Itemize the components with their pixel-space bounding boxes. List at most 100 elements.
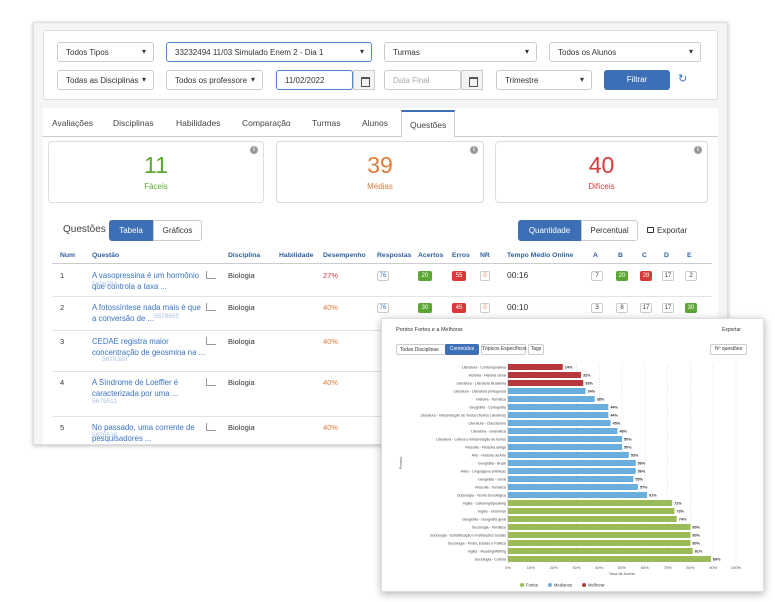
print-icon — [647, 227, 654, 233]
question-text[interactable]: CEDAE registra maior concentração de geo… — [92, 337, 206, 357]
summary-value: 40 — [588, 152, 615, 178]
column-header[interactable]: Num — [60, 252, 76, 259]
select[interactable]: Trimestre — [496, 70, 592, 90]
view-button[interactable]: Tabela — [109, 220, 153, 241]
legend-label: Fortes — [526, 583, 538, 588]
option-badge: 17 — [662, 271, 674, 281]
y-tick-label: Geografia - Geral — [478, 477, 506, 481]
calendar-button[interactable] — [461, 70, 483, 90]
chart-tab[interactable]: Tags — [528, 344, 544, 355]
chart-tab[interactable]: Tópicos Específicos — [481, 344, 526, 355]
tab[interactable]: Alunos — [362, 118, 388, 128]
option-badge: 30 — [685, 303, 697, 313]
export-button[interactable]: Exportar — [722, 327, 741, 333]
bar — [508, 508, 675, 514]
cell-num: 3 — [60, 337, 65, 346]
select[interactable]: Todos os Alunos — [549, 42, 701, 62]
select[interactable]: Todas as Disciplinas — [57, 70, 154, 90]
bar — [508, 540, 691, 546]
bar — [508, 404, 609, 410]
cell-performance: 40% — [323, 337, 339, 346]
tab[interactable]: Turmas — [312, 118, 341, 128]
wrong-badge: 45 — [452, 303, 466, 313]
legend-label: Medianos — [554, 583, 572, 588]
date-input[interactable]: 11/02/2022 — [276, 70, 353, 90]
export-button[interactable]: Exportar — [657, 226, 688, 235]
cell-discipline: Biologia — [228, 303, 255, 312]
x-tick-label: 40% — [595, 565, 603, 570]
select[interactable]: Turmas — [384, 42, 537, 62]
y-tick-label: Sociologia - Estratificação e Instituiçõ… — [430, 533, 506, 537]
x-tick-label: 0% — [505, 565, 511, 570]
summary-label: Fáceis — [144, 182, 168, 191]
filter-button[interactable]: Filtrar — [604, 70, 670, 90]
y-tick-label: Literatura - Literatura portuguesa — [453, 389, 506, 393]
x-tick-label: 20% — [550, 565, 558, 570]
correct-badge: 20 — [418, 271, 432, 281]
option-badge: 2 — [685, 271, 697, 281]
cell-performance: 40% — [323, 378, 339, 387]
question-text[interactable]: A fotossíntese nada mais é que a convers… — [92, 303, 201, 323]
correct-badge: 30 — [418, 303, 432, 313]
select[interactable]: 33232494 11/03 Simulado Enem 2 - Dia 1 — [166, 42, 372, 62]
chart-icon — [206, 423, 216, 431]
tab[interactable]: Avaliações — [52, 118, 93, 128]
section-title: Questões — [63, 224, 106, 235]
cell-discipline: Biologia — [228, 423, 255, 432]
tab[interactable]: Questões — [401, 110, 456, 137]
y-tick-label: Literatura - Literatura Brasileira — [456, 381, 506, 385]
question-text[interactable]: No passado, uma corrente de pesquisadore… — [92, 423, 195, 443]
x-tick-label: 70% — [664, 565, 672, 570]
chart-tab[interactable]: Conteúdos — [445, 344, 479, 355]
responses-badge: 76 — [377, 303, 389, 313]
column-header: D — [664, 252, 669, 259]
column-header: Erros — [452, 252, 470, 259]
question-text[interactable]: A vasopressina é um hormônio que control… — [92, 271, 200, 291]
y-tick-label: Inglês - Grammar — [478, 509, 507, 513]
column-header: Disciplina — [228, 252, 261, 259]
value-label: 73% — [676, 509, 684, 513]
value-label: 57% — [640, 485, 648, 489]
bar — [508, 524, 691, 530]
cell-discipline: Biologia — [228, 378, 255, 387]
y-tick-label: Sociologia - Temática — [472, 525, 506, 529]
y-tick-label: Literatura - Classicismo — [468, 421, 506, 425]
y-tick-label: Literatura - Leitura e interpretação de … — [436, 437, 506, 441]
select[interactable]: Todos Tipos — [57, 42, 154, 62]
refresh-button[interactable]: ↻ — [678, 73, 688, 85]
y-tick-label: Inglês - Reading/Writing — [468, 549, 506, 553]
tab[interactable]: Comparação — [242, 118, 291, 128]
option-badge: 17 — [640, 303, 652, 313]
bar — [508, 452, 629, 458]
mode-button[interactable]: Quantidade — [518, 220, 581, 241]
y-tick-label: Literatura - Gramática — [471, 429, 506, 433]
option-badge: 17 — [662, 303, 674, 313]
info-icon — [694, 146, 702, 154]
option-badge: 28 — [640, 271, 652, 281]
tab-bar — [43, 108, 718, 137]
question-text[interactable]: A Síndrome de Loeffler é caracterizada p… — [92, 378, 179, 398]
summary-label: Difíceis — [588, 182, 615, 191]
select[interactable]: Todos os professore — [166, 70, 263, 90]
cell-num: 2 — [60, 303, 65, 312]
bar — [508, 484, 638, 490]
bar — [508, 412, 609, 418]
bar — [508, 388, 586, 394]
count-button[interactable]: Nº questões — [710, 344, 748, 355]
summary-value: 39 — [367, 152, 393, 178]
value-label: 89% — [713, 557, 721, 561]
mode-button[interactable]: Percentual — [581, 220, 638, 241]
bar — [508, 516, 677, 522]
cell-num: 5 — [60, 423, 65, 432]
row-line — [52, 296, 712, 297]
date-input[interactable]: Data Final — [384, 70, 461, 90]
value-label: 56% — [638, 469, 646, 473]
value-label: 38% — [597, 397, 605, 401]
view-button[interactable]: Gráficos — [153, 220, 202, 241]
y-tick-label: Filosofia - Filosofia antiga — [465, 445, 506, 449]
tab[interactable]: Disciplinas — [113, 118, 154, 128]
tab[interactable]: Habilidades — [176, 118, 221, 128]
info-icon — [470, 146, 478, 154]
calendar-button[interactable] — [353, 70, 375, 90]
